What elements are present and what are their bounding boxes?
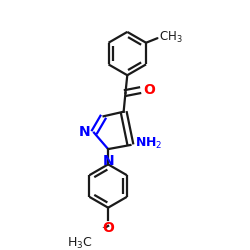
Text: N: N bbox=[78, 124, 90, 138]
Text: NH$_2$: NH$_2$ bbox=[134, 136, 162, 151]
Text: O: O bbox=[102, 221, 114, 235]
Text: N: N bbox=[102, 154, 114, 168]
Text: H$_3$C: H$_3$C bbox=[66, 236, 92, 250]
Text: CH$_3$: CH$_3$ bbox=[159, 30, 183, 45]
Text: O: O bbox=[143, 83, 155, 97]
